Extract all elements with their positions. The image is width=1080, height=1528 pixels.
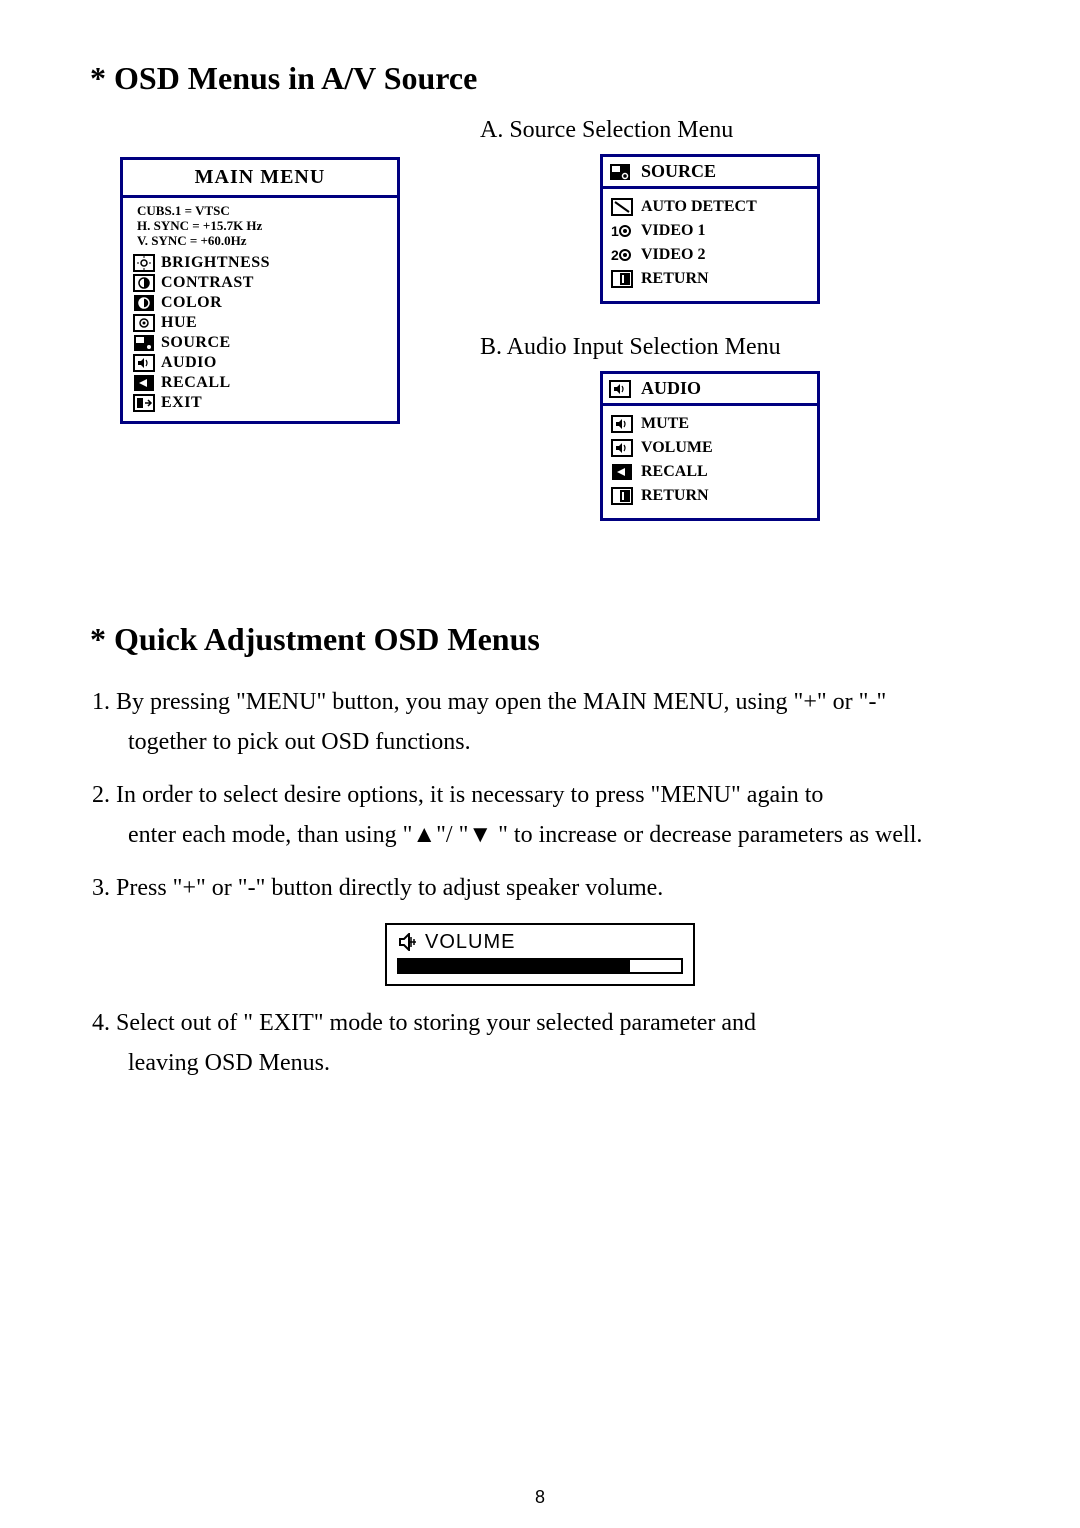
main-menu-container: MAIN MENU CUBS.1 = VTSC H. SYNC = +15.7K… (120, 157, 400, 424)
volume-fill (399, 960, 630, 972)
audio-item-label: VOLUME (641, 439, 713, 457)
menu-item-label: CONTRAST (161, 274, 254, 292)
speaker-icon (397, 932, 421, 952)
sync-line-3: V. SYNC = +60.0Hz (137, 234, 387, 249)
source-menu-header: SOURCE (603, 157, 817, 189)
audio-menu-body: MUTE VOLUME RECALL RETURN (603, 406, 817, 518)
audio-header-icon (609, 380, 631, 398)
audio-item-mute[interactable]: MUTE (611, 412, 809, 436)
video1-icon (611, 222, 633, 240)
menu-item-audio[interactable]: AUDIO (133, 353, 387, 373)
brightness-icon (133, 254, 155, 272)
source-menu-header-label: SOURCE (641, 161, 716, 182)
page-number: 8 (535, 1487, 545, 1508)
exit-icon (133, 394, 155, 412)
return-icon (611, 487, 633, 505)
instruction-2: 2. In order to select desire options, it… (90, 776, 990, 855)
audio-item-label: RECALL (641, 463, 708, 481)
menu-item-label: EXIT (161, 394, 202, 412)
menu-item-brightness[interactable]: BRIGHTNESS (133, 253, 387, 273)
main-menu-body: CUBS.1 = VTSC H. SYNC = +15.7K Hz V. SYN… (123, 198, 397, 421)
menu-item-label: COLOR (161, 294, 222, 312)
source-item-label: VIDEO 1 (641, 222, 705, 240)
menu-item-label: RECALL (161, 374, 231, 392)
autodetect-icon (611, 198, 633, 216)
menu-item-contrast[interactable]: CONTRAST (133, 273, 387, 293)
source-icon (133, 334, 155, 352)
mute-icon (611, 415, 633, 433)
audio-item-return[interactable]: RETURN (611, 484, 809, 508)
audio-item-label: MUTE (641, 415, 689, 433)
source-item-autodetect[interactable]: AUTO DETECT (611, 195, 809, 219)
right-column: A. Source Selection Menu SOURCE AUTO DET… (480, 117, 990, 551)
menu-item-hue[interactable]: HUE (133, 313, 387, 333)
main-menu: MAIN MENU CUBS.1 = VTSC H. SYNC = +15.7K… (120, 157, 400, 424)
source-menu-body: AUTO DETECT VIDEO 1 VIDEO 2 RETURN (603, 189, 817, 301)
menu-item-recall[interactable]: RECALL (133, 373, 387, 393)
instruction-1: 1. By pressing "MENU" button, you may op… (90, 683, 990, 762)
volume-label: VOLUME (425, 931, 515, 954)
recall-icon (133, 374, 155, 392)
volume-icon (611, 439, 633, 457)
sync-info: CUBS.1 = VTSC H. SYNC = +15.7K Hz V. SYN… (133, 204, 387, 249)
audio-item-volume[interactable]: VOLUME (611, 436, 809, 460)
volume-label-row: VOLUME (397, 931, 683, 954)
instruction-text: 3. Press "+" or "-" button directly to a… (92, 869, 990, 909)
audio-menu-header: AUDIO (603, 374, 817, 406)
instruction-text: 4. Select out of " EXIT" mode to storing… (92, 1004, 990, 1044)
section-2-title: * Quick Adjustment OSD Menus (90, 621, 990, 658)
menu-item-source[interactable]: SOURCE (133, 333, 387, 353)
source-item-return[interactable]: RETURN (611, 267, 809, 291)
instruction-text: together to pick out OSD functions. (92, 723, 990, 763)
audio-icon (133, 354, 155, 372)
volume-bar[interactable] (397, 958, 683, 974)
source-item-label: VIDEO 2 (641, 246, 705, 264)
audio-menu-header-label: AUDIO (641, 378, 701, 399)
instruction-text: 2. In order to select desire options, it… (92, 776, 990, 816)
contrast-icon (133, 274, 155, 292)
instruction-list: 1. By pressing "MENU" button, you may op… (90, 683, 990, 909)
recall-icon (611, 463, 633, 481)
instruction-4: 4. Select out of " EXIT" mode to storing… (90, 1004, 990, 1083)
audio-item-recall[interactable]: RECALL (611, 460, 809, 484)
menu-item-label: HUE (161, 314, 197, 332)
audio-selection-title: B. Audio Input Selection Menu (480, 334, 990, 361)
source-item-label: RETURN (641, 270, 709, 288)
instruction-text: 1. By pressing "MENU" button, you may op… (92, 683, 990, 723)
menu-item-label: SOURCE (161, 334, 231, 352)
instruction-list-2: 4. Select out of " EXIT" mode to storing… (90, 1004, 990, 1083)
return-icon (611, 270, 633, 288)
main-menu-header: MAIN MENU (123, 160, 397, 198)
instruction-3: 3. Press "+" or "-" button directly to a… (90, 869, 990, 909)
source-item-video2[interactable]: VIDEO 2 (611, 243, 809, 267)
hue-icon (133, 314, 155, 332)
instruction-text: leaving OSD Menus. (92, 1044, 990, 1084)
audio-menu: AUDIO MUTE VOLUME RECALL RETURN (600, 371, 820, 521)
source-selection-title: A. Source Selection Menu (480, 117, 990, 144)
top-row: MAIN MENU CUBS.1 = VTSC H. SYNC = +15.7K… (90, 117, 990, 551)
source-item-video1[interactable]: VIDEO 1 (611, 219, 809, 243)
audio-item-label: RETURN (641, 487, 709, 505)
menu-item-exit[interactable]: EXIT (133, 393, 387, 413)
video2-icon (611, 246, 633, 264)
sync-line-2: H. SYNC = +15.7K Hz (137, 219, 387, 234)
menu-item-label: BRIGHTNESS (161, 254, 270, 272)
menu-item-label: AUDIO (161, 354, 217, 372)
section-1-title: * OSD Menus in A/V Source (90, 60, 990, 97)
instruction-text: enter each mode, than using "▲"/ "▼ " to… (92, 816, 990, 856)
volume-indicator: VOLUME (385, 923, 695, 986)
source-header-icon (609, 163, 631, 181)
source-menu: SOURCE AUTO DETECT VIDEO 1 VIDEO 2 RETUR… (600, 154, 820, 304)
source-item-label: AUTO DETECT (641, 198, 757, 216)
sync-line-1: CUBS.1 = VTSC (137, 204, 387, 219)
menu-item-color[interactable]: COLOR (133, 293, 387, 313)
color-icon (133, 294, 155, 312)
